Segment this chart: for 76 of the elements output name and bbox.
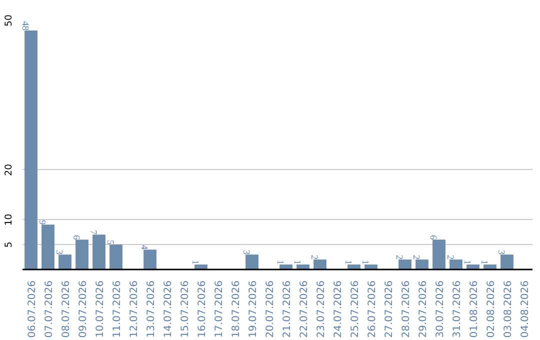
data-label: 6: [70, 234, 80, 240]
bar: [500, 254, 514, 270]
x-tick-label: 15.07.2026: [180, 280, 191, 338]
data-label: 2: [394, 254, 404, 260]
data-label: 1: [360, 260, 370, 265]
x-tick-label: 09.07.2026: [78, 280, 89, 338]
x-tick-label: 02.08.2026: [486, 280, 497, 338]
x-tick-label: 27.07.2026: [384, 280, 395, 338]
data-label: 4: [138, 244, 148, 250]
bar: [296, 264, 310, 270]
x-tick-label: 16.07.2026: [197, 280, 208, 338]
bar: [58, 254, 72, 270]
bar: [432, 240, 446, 270]
bar: [484, 264, 496, 270]
x-tick-label: 24.07.2026: [333, 280, 344, 338]
x-tick-label: 23.07.2026: [316, 280, 327, 338]
data-label: 2: [410, 254, 420, 260]
x-tick-label: 11.07.2026: [112, 280, 123, 338]
data-label: 2: [444, 254, 454, 260]
x-tick-label: 26.07.2026: [367, 280, 378, 338]
x-tick-label: 07.07.2026: [44, 280, 55, 338]
data-label: 1: [292, 260, 302, 265]
x-tick-label: 19.07.2026: [248, 280, 259, 338]
x-tick-label: 13.07.2026: [146, 280, 157, 338]
bar: [110, 244, 122, 270]
x-tick-label: 22.07.2026: [299, 280, 310, 338]
data-label: 1: [190, 260, 200, 265]
x-tick-label: 30.07.2026: [435, 280, 446, 338]
data-label: 2: [308, 254, 318, 260]
data-label: 1: [274, 260, 284, 265]
bar: [280, 264, 292, 270]
x-tick-label: 17.07.2026: [214, 280, 225, 338]
x-tick-label: 20.07.2026: [265, 280, 276, 338]
x-tick-label: 21.07.2026: [282, 280, 293, 338]
bar: [144, 250, 156, 270]
data-label: 6: [428, 234, 438, 240]
data-label: 1: [478, 260, 488, 265]
y-tick-label: 20: [4, 164, 14, 176]
x-tick-label: 01.08.2026: [469, 280, 480, 338]
data-label: 3: [240, 250, 250, 255]
bar: [194, 264, 208, 270]
x-tick-label: 25.07.2026: [350, 280, 361, 338]
x-tick-label: 08.07.2026: [61, 280, 72, 338]
bar: [450, 260, 462, 270]
data-label: 3: [54, 250, 64, 255]
bar: [416, 260, 428, 270]
x-tick-label: 04.08.2026: [520, 280, 531, 338]
x-tick-label: 28.07.2026: [401, 280, 412, 338]
x-tick-label: 14.07.2026: [163, 280, 174, 338]
y-tick-label: 5: [4, 242, 14, 248]
bar: [42, 224, 54, 270]
y-tick-label: 50: [4, 14, 14, 26]
x-tick-label: 12.07.2026: [129, 280, 140, 338]
data-label: 7: [88, 230, 98, 235]
data-label: 1: [462, 260, 472, 265]
data-label: 5: [104, 240, 114, 245]
data-label: 1: [342, 260, 352, 265]
x-tick-label: 31.07.2026: [452, 280, 463, 338]
bar: [466, 264, 480, 270]
data-label: 3: [496, 250, 506, 255]
bar: [398, 260, 412, 270]
x-tick-label: 29.07.2026: [418, 280, 429, 338]
bar: [364, 264, 378, 270]
y-tick-label: 10: [4, 214, 14, 226]
x-tick-label: 03.08.2026: [503, 280, 514, 338]
data-label: 48: [20, 21, 30, 31]
x-tick-label: 18.07.2026: [231, 280, 242, 338]
data-label: 9: [36, 220, 46, 226]
bar: [314, 260, 326, 270]
x-tick-label: 06.07.2026: [27, 280, 38, 338]
bar: [348, 264, 360, 270]
bar: [24, 30, 38, 270]
bar: [246, 254, 258, 270]
bar: [92, 234, 106, 270]
bar: [76, 240, 88, 270]
x-tick-label: 10.07.2026: [95, 280, 106, 338]
